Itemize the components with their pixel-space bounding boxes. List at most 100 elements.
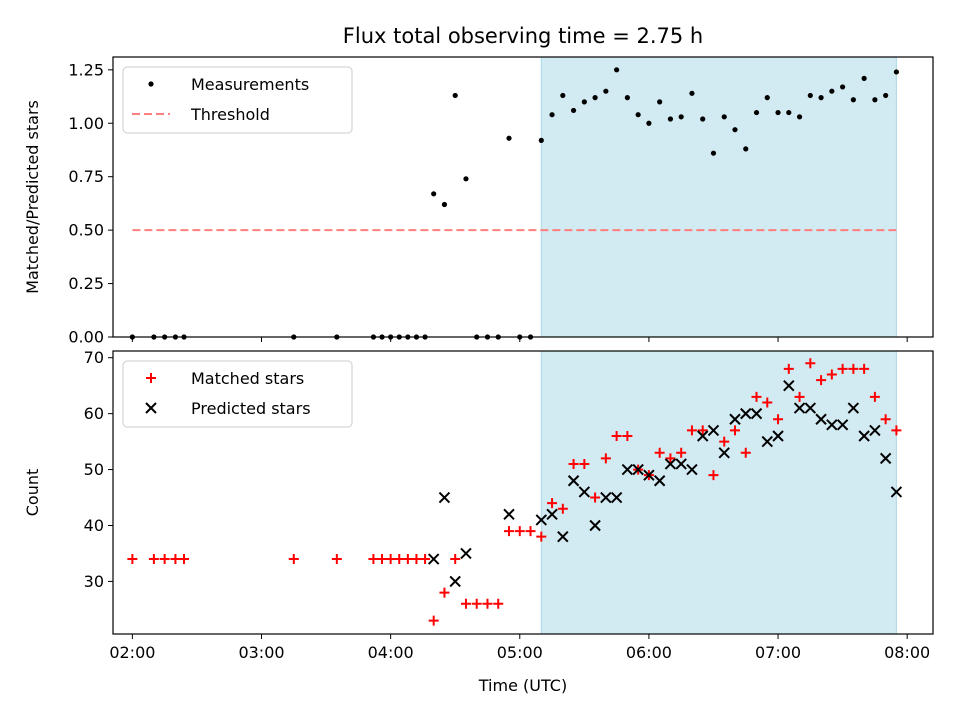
axes-frame xyxy=(112,350,934,635)
y-axis-label: Count xyxy=(23,469,42,517)
data-point xyxy=(535,514,548,526)
data-point xyxy=(589,519,601,532)
data-point xyxy=(689,90,695,96)
data-point xyxy=(493,598,504,609)
data-point xyxy=(431,191,437,197)
data-point xyxy=(740,447,751,458)
data-point xyxy=(570,107,577,114)
data-point xyxy=(764,95,770,101)
data-point xyxy=(829,88,835,94)
data-point xyxy=(665,453,676,464)
data-point xyxy=(847,402,860,414)
data-point xyxy=(721,114,727,120)
legend-box xyxy=(122,360,353,428)
data-point xyxy=(411,554,422,565)
data-point xyxy=(600,491,612,504)
series-predicted-stars xyxy=(427,379,903,588)
legend-label: Matched stars xyxy=(191,369,304,388)
data-point xyxy=(643,469,655,481)
observing-window-shade xyxy=(540,56,897,338)
x-tick-label: 02:00 xyxy=(109,643,155,662)
data-point xyxy=(632,463,644,476)
y-tick-label: 60 xyxy=(84,404,104,423)
data-point xyxy=(127,554,138,565)
data-point xyxy=(697,430,709,442)
data-point xyxy=(368,554,379,565)
data-point xyxy=(402,554,413,565)
data-point xyxy=(826,369,837,380)
data-point xyxy=(708,470,719,481)
data-point xyxy=(514,526,525,537)
data-point xyxy=(793,402,806,414)
data-point xyxy=(331,554,342,565)
data-point xyxy=(179,554,190,565)
data-point xyxy=(848,363,859,374)
data-point xyxy=(732,127,738,133)
panel-ratio: 0.00 0.25 0.50 0.75 1.00 1.25 Flux total obser… xyxy=(23,24,934,347)
data-point xyxy=(525,526,536,537)
data-point xyxy=(772,430,784,442)
data-point xyxy=(438,491,451,504)
data-point xyxy=(869,424,881,437)
data-point xyxy=(686,463,698,476)
data-point xyxy=(460,598,471,609)
data-point xyxy=(840,84,846,90)
data-point xyxy=(621,463,634,476)
data-point xyxy=(547,498,558,509)
data-point xyxy=(740,407,752,420)
data-point xyxy=(826,419,838,431)
data-point xyxy=(482,598,493,609)
data-point xyxy=(504,526,515,537)
data-point xyxy=(385,554,396,565)
data-point xyxy=(452,92,458,99)
data-point xyxy=(622,431,633,442)
y-tick-label: 70 xyxy=(84,348,104,367)
data-point xyxy=(428,615,439,626)
data-point xyxy=(805,358,816,369)
x-tick-label: 08:00 xyxy=(884,643,930,662)
data-point xyxy=(664,458,677,470)
data-point xyxy=(718,447,730,459)
data-point xyxy=(675,458,687,470)
data-point xyxy=(686,425,697,436)
data-point xyxy=(449,575,461,588)
x-axis-label: Time (UTC) xyxy=(478,676,567,695)
data-point xyxy=(818,95,824,101)
data-point xyxy=(783,363,794,374)
data-point xyxy=(420,554,431,565)
x-tick-label: 03:00 xyxy=(238,643,284,662)
data-point xyxy=(743,146,749,152)
data-point xyxy=(710,150,717,156)
data-point xyxy=(463,176,469,182)
series-matched-stars xyxy=(127,358,902,626)
data-point xyxy=(719,436,730,447)
data-point xyxy=(624,95,630,101)
data-point xyxy=(170,554,181,565)
data-point xyxy=(614,67,620,73)
data-point xyxy=(603,88,609,94)
data-point xyxy=(667,116,674,122)
data-point xyxy=(858,430,870,442)
data-point xyxy=(861,75,867,81)
data-point xyxy=(503,508,515,521)
y-tick-label: 0.75 xyxy=(68,167,104,186)
data-point xyxy=(567,475,580,487)
data-point xyxy=(560,92,566,99)
y-tick-label: 0.50 xyxy=(68,221,104,240)
data-point xyxy=(796,114,803,120)
data-point xyxy=(657,99,663,105)
data-point xyxy=(836,419,849,431)
data-point xyxy=(592,95,598,101)
legend-swatch xyxy=(148,81,154,87)
data-point xyxy=(581,99,587,105)
y-tick-label: 40 xyxy=(84,516,104,535)
data-point xyxy=(579,458,590,469)
data-point xyxy=(850,97,856,103)
data-point xyxy=(148,554,159,565)
chart-title: Flux total observing time = 2.75 h xyxy=(343,24,703,48)
data-point xyxy=(610,491,623,504)
data-point xyxy=(891,425,902,436)
data-point xyxy=(557,503,568,514)
data-point xyxy=(600,453,611,464)
